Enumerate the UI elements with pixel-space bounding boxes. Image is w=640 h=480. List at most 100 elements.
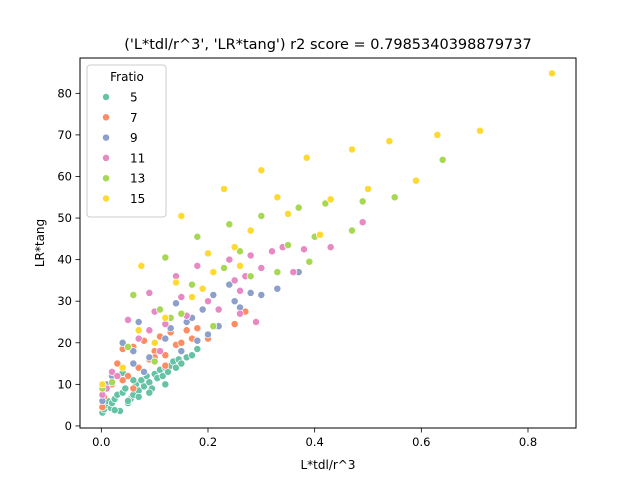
plot-frame: [79, 57, 577, 429]
data-point-fratio-11: [193, 261, 202, 270]
data-point-fratio-15: [134, 326, 143, 335]
x-tick-label: 0.2: [199, 435, 217, 449]
y-tick-label: 40: [57, 253, 72, 267]
data-point-fratio-13: [284, 241, 292, 250]
y-tick-label: 70: [57, 128, 72, 142]
x-tick-label: 0.6: [412, 435, 430, 449]
data-point-fratio-11: [230, 276, 239, 285]
data-point-fratio-15: [246, 226, 255, 235]
x-tick-label: 0.4: [306, 435, 324, 449]
data-point-fratio-13: [294, 203, 303, 212]
data-point-fratio-9: [246, 288, 255, 297]
data-point-fratio-13: [129, 291, 138, 299]
x-axis-label: L*tdl/r^3: [300, 458, 355, 472]
legend-label-13: 13: [130, 172, 145, 186]
data-point-fratio-9: [140, 367, 148, 376]
data-point-fratio-13: [257, 212, 266, 220]
data-point-fratio-9: [257, 291, 266, 299]
data-point-fratio-11: [225, 255, 234, 264]
data-point-fratio-13: [177, 309, 186, 318]
data-point-fratio-9: [198, 305, 207, 314]
data-point-fratio-5: [161, 380, 170, 389]
data-point-fratio-11: [236, 286, 244, 295]
data-point-fratio-13: [161, 253, 170, 262]
data-point-fratio-11: [358, 218, 367, 227]
data-point-fratio-13: [358, 197, 367, 206]
data-point-fratio-11: [113, 372, 122, 380]
data-point-fratio-13: [321, 199, 330, 208]
data-point-fratio-7: [182, 326, 191, 335]
data-point-fratio-13: [188, 280, 196, 289]
legend: Fratio 5 7 9 11 13 15: [86, 64, 167, 218]
data-point-fratio-5: [129, 376, 138, 385]
data-point-fratio-9: [177, 347, 186, 356]
data-point-fratio-15: [118, 363, 127, 372]
data-point-fratio-11: [268, 247, 276, 256]
data-point-fratio-13: [124, 342, 132, 351]
data-point-fratio-11: [214, 305, 223, 314]
data-point-fratio-11: [156, 347, 164, 356]
data-point-fratio-7: [161, 351, 170, 360]
data-point-fratio-13: [348, 226, 356, 235]
data-point-fratio-7: [134, 363, 143, 372]
data-point-fratio-5: [177, 359, 186, 368]
data-point-fratio-9: [230, 297, 239, 306]
data-point-fratio-11: [134, 334, 143, 343]
legend-title: Fratio: [110, 70, 144, 84]
data-point-fratio-13: [438, 155, 447, 164]
y-tick-label: 60: [57, 169, 72, 183]
y-axis-label: LR*tang: [33, 219, 47, 267]
y-axis-ticks: 0 10 20 30 40 50 60 70 80: [57, 86, 80, 433]
data-point-fratio-15: [137, 261, 146, 270]
data-point-fratio-15: [284, 209, 292, 218]
data-point-fratio-7: [118, 376, 127, 385]
legend-box: [86, 64, 167, 218]
legend-marker-7: [102, 113, 110, 122]
data-point-fratio-7: [177, 338, 186, 347]
y-tick-label: 10: [57, 377, 72, 391]
data-point-fratio-15: [257, 166, 266, 175]
data-point-fratio-7: [230, 320, 239, 329]
chart-title: ('L*tdl/r^3', 'LR*tang') r2 score = 0.79…: [124, 37, 532, 53]
data-point-fratio-9: [129, 347, 138, 356]
legend-marker-5: [102, 93, 110, 101]
legend-label-5: 5: [130, 91, 138, 105]
data-point-fratio-15: [348, 145, 356, 154]
data-point-fratio-5: [140, 382, 148, 391]
legend-entries: 5 7 9 11 13 15: [102, 91, 145, 206]
data-point-fratio-9: [161, 334, 170, 343]
data-point-fratio-9: [273, 284, 282, 293]
data-point-fratio-11: [257, 263, 266, 272]
data-point-fratio-15: [150, 338, 159, 347]
data-point-fratio-13: [246, 272, 255, 281]
data-point-fratio-13: [236, 247, 244, 256]
legend-label-15: 15: [130, 192, 145, 206]
data-point-fratio-15: [548, 69, 556, 78]
data-point-fratio-15: [364, 185, 372, 193]
y-tick-label: 80: [57, 86, 72, 100]
y-tick-label: 50: [57, 211, 72, 225]
data-point-fratio-11: [177, 293, 186, 301]
data-point-fratio-15: [326, 195, 335, 204]
legend-marker-11: [102, 153, 110, 162]
data-point-fratio-15: [236, 261, 244, 270]
data-point-fratio-11: [300, 245, 308, 254]
data-point-fratio-15: [412, 176, 420, 185]
data-point-fratio-5: [188, 351, 196, 360]
data-point-fratio-11: [204, 297, 212, 306]
data-point-fratio-11: [236, 309, 244, 318]
data-point-fratio-11: [124, 315, 132, 324]
data-point-fratio-5: [172, 363, 180, 372]
data-point-fratio-11: [326, 243, 335, 252]
data-point-fratio-13: [390, 193, 399, 202]
data-point-fratio-9: [172, 299, 180, 308]
data-point-fratio-15: [172, 278, 180, 287]
data-point-fratio-5: [121, 384, 130, 393]
data-point-fratio-13: [156, 305, 164, 314]
data-point-fratio-15: [476, 126, 484, 135]
data-point-fratio-11: [108, 367, 116, 376]
data-point-fratio-7: [113, 359, 122, 368]
data-point-fratio-9: [134, 318, 143, 326]
data-point-fratio-9: [209, 291, 218, 299]
